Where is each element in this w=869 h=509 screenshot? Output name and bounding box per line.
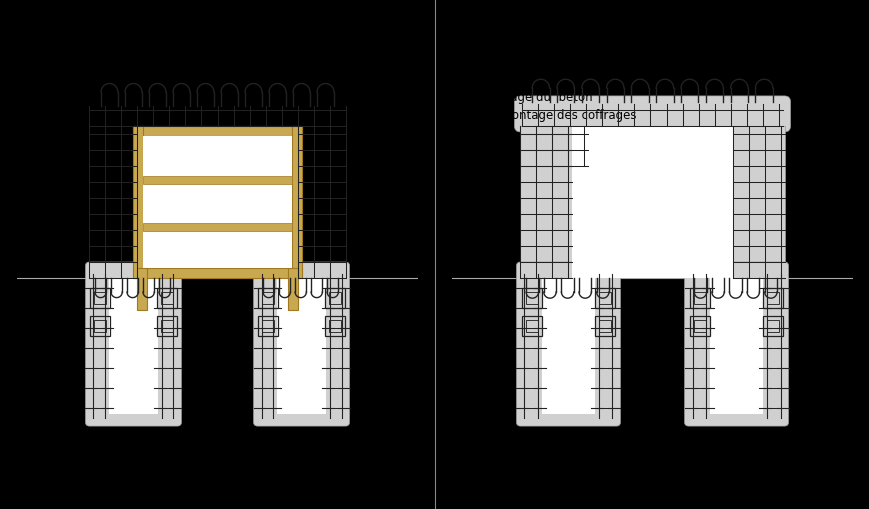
Bar — [598, 293, 610, 304]
Bar — [598, 320, 610, 332]
Text: Etape 4: Etape 4 — [625, 67, 679, 81]
Bar — [693, 320, 706, 332]
Bar — [90, 317, 109, 336]
Bar — [521, 317, 541, 336]
Bar — [109, 278, 158, 414]
Bar — [143, 223, 291, 232]
Bar — [161, 320, 173, 332]
Bar — [276, 278, 326, 414]
Bar — [156, 289, 176, 308]
Bar — [762, 289, 782, 308]
Text: Etape 3: Etape 3 — [190, 67, 244, 81]
Bar — [325, 289, 345, 308]
Bar — [133, 268, 302, 278]
Bar — [526, 293, 537, 304]
Bar — [258, 317, 278, 336]
FancyBboxPatch shape — [684, 263, 787, 426]
Bar — [143, 137, 291, 268]
Bar — [156, 317, 176, 336]
Bar — [541, 278, 594, 414]
Bar — [762, 317, 782, 336]
Bar — [709, 278, 763, 414]
Bar — [520, 127, 587, 166]
Bar — [90, 289, 109, 308]
Bar — [572, 127, 732, 278]
FancyBboxPatch shape — [85, 263, 182, 426]
Bar — [732, 127, 784, 278]
Text: Coulage du  béton
Démontage des coffrages: Coulage du béton Démontage des coffrages — [484, 91, 636, 122]
Bar — [521, 289, 541, 308]
Bar — [526, 320, 537, 332]
Bar — [291, 127, 302, 278]
Bar — [594, 317, 614, 336]
Bar — [258, 289, 278, 308]
Bar — [328, 320, 341, 332]
Bar — [689, 317, 709, 336]
Bar — [325, 317, 345, 336]
Bar — [766, 293, 778, 304]
Bar — [766, 320, 778, 332]
Text: Coffrage de la partie en élévation
Construction de l’armature métallique: Coffrage de la partie en élévation Const… — [50, 91, 275, 122]
Bar — [133, 127, 143, 278]
Bar — [137, 268, 148, 310]
Bar — [287, 268, 297, 310]
Bar — [262, 320, 274, 332]
Bar — [133, 127, 302, 137]
Bar — [94, 320, 106, 332]
Bar — [94, 293, 106, 304]
Bar — [143, 177, 291, 185]
Bar — [594, 289, 614, 308]
FancyBboxPatch shape — [253, 263, 349, 426]
FancyBboxPatch shape — [514, 97, 790, 133]
Bar — [328, 293, 341, 304]
Bar — [693, 293, 706, 304]
Bar — [689, 289, 709, 308]
Bar — [520, 127, 572, 278]
Bar — [262, 293, 274, 304]
Bar — [161, 293, 173, 304]
FancyBboxPatch shape — [516, 263, 620, 426]
